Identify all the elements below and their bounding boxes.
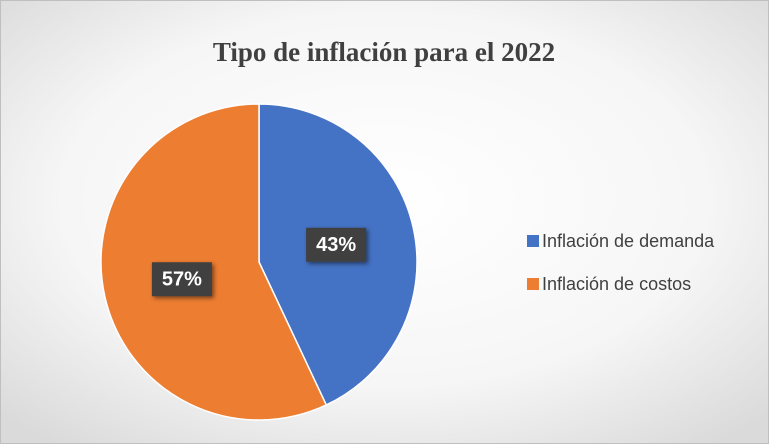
legend-label: Inflación de demanda — [542, 231, 715, 251]
chart-title: Tipo de inflación para el 2022 — [213, 37, 555, 67]
pie-slice — [100, 103, 328, 421]
legend-swatch — [527, 235, 539, 247]
legend-label: Inflación de costos — [542, 274, 691, 294]
legend-swatch — [527, 278, 539, 290]
data-label-box — [151, 262, 212, 297]
data-label-box — [306, 227, 367, 262]
data-label: 43% — [316, 234, 356, 256]
data-label: 57% — [162, 269, 202, 291]
